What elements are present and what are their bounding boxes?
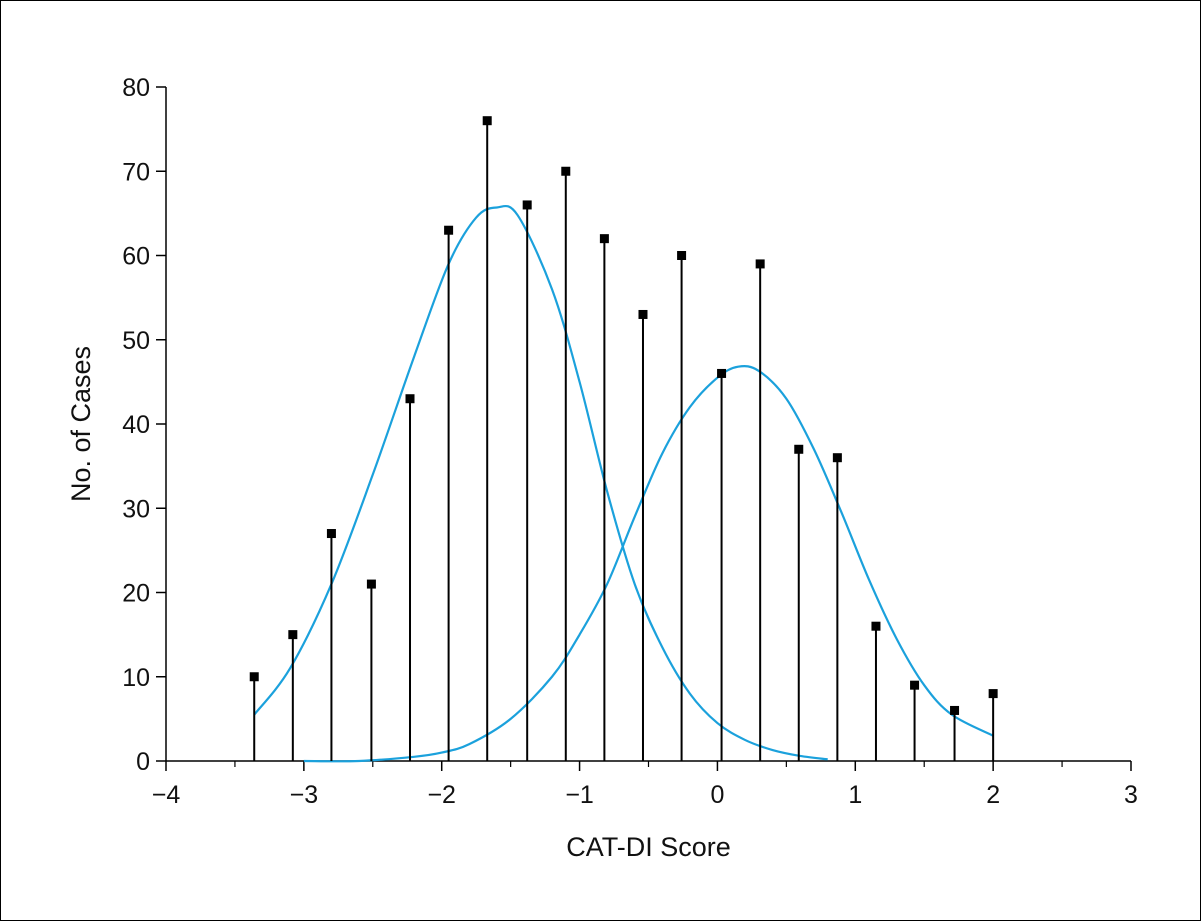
y-tick-label: 80 xyxy=(122,74,150,102)
fitted-curve-2 xyxy=(303,365,994,763)
x-axis-ticks: −4 −3 −2 −1 0 1 2 3 xyxy=(152,761,1138,809)
stem-marker xyxy=(444,225,454,235)
x-tick-label: −3 xyxy=(290,781,319,809)
stem-marker xyxy=(988,689,998,699)
stem-marker xyxy=(482,116,492,126)
stem-marker xyxy=(677,251,687,260)
stem-marker xyxy=(366,579,376,589)
x-tick-label: −4 xyxy=(152,781,181,809)
stem-marker xyxy=(599,234,609,244)
stem-marker xyxy=(249,672,259,682)
stem-marker xyxy=(326,529,336,539)
x-tick-label: 1 xyxy=(848,781,862,809)
fitted-curve-1 xyxy=(253,204,828,761)
stem-marker xyxy=(910,680,920,690)
y-tick-label: 40 xyxy=(122,411,150,439)
x-tick-label: 0 xyxy=(710,781,724,809)
stem-series xyxy=(249,116,998,761)
x-tick-label: −2 xyxy=(427,781,456,809)
stem-marker xyxy=(405,394,415,404)
y-tick-label: 30 xyxy=(122,495,150,523)
x-tick-label: −1 xyxy=(565,781,594,809)
y-tick-label: 70 xyxy=(122,158,150,186)
stem-marker xyxy=(950,705,960,715)
stem-marker xyxy=(871,621,881,631)
stem-marker xyxy=(832,453,842,463)
y-tick-label: 0 xyxy=(136,748,150,776)
axes xyxy=(165,87,1131,762)
x-axis-title: CAT-DI Score xyxy=(566,832,731,862)
x-tick-label: 3 xyxy=(1124,781,1138,809)
stem-marker xyxy=(717,368,727,378)
stem-marker xyxy=(794,444,804,454)
y-tick-label: 20 xyxy=(122,580,150,608)
stem-marker xyxy=(638,309,648,319)
y-axis-title: No. of Cases xyxy=(66,346,96,502)
stem-marker xyxy=(755,259,765,269)
stem-marker xyxy=(561,166,571,176)
y-axis-ticks: 0 10 20 30 40 50 60 70 80 xyxy=(122,74,166,776)
fitted-curves xyxy=(253,204,994,763)
stem-marker xyxy=(288,630,298,640)
y-tick-label: 10 xyxy=(122,664,150,692)
stem-marker xyxy=(522,200,532,210)
x-tick-label: 2 xyxy=(986,781,1000,809)
y-tick-label: 50 xyxy=(122,327,150,355)
y-tick-label: 60 xyxy=(122,243,150,271)
